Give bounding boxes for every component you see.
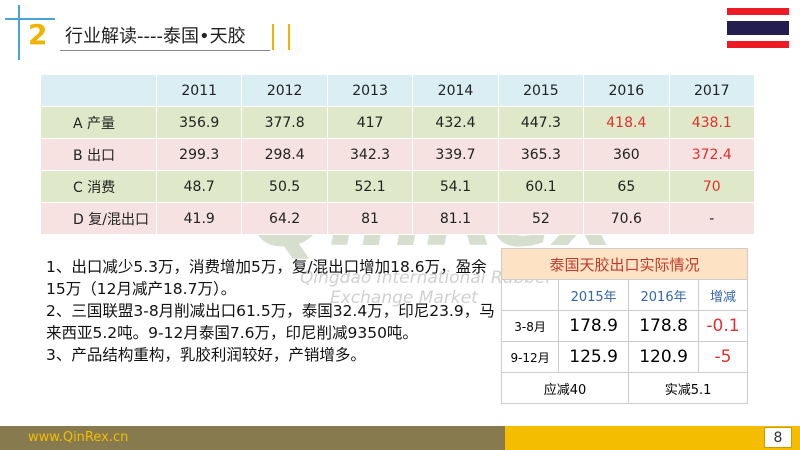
- footer-url: www.QinRex.cn: [28, 430, 129, 445]
- accent-hline: [5, 18, 55, 20]
- notes: 1、出口减少5.3万，消费增加5万，复/混出口增加18.6万，盈余15万（12月…: [46, 256, 496, 366]
- cell: 泰国天胶出口实际情况: [501, 248, 748, 280]
- cell: 70: [668, 170, 756, 203]
- cell: 432.4: [412, 106, 499, 139]
- cell: 50.5: [241, 170, 328, 203]
- row: D 复/混出口 41.9 64.2 81 81.1 52 70.6-: [40, 202, 756, 235]
- cell: B 出口: [40, 138, 157, 171]
- cell: 2014: [412, 74, 499, 107]
- cell: 2017: [668, 74, 756, 107]
- cell: 实减5.1: [628, 372, 748, 404]
- cell: 417: [326, 106, 414, 139]
- cell: 增减: [698, 279, 748, 311]
- cell: [40, 74, 157, 107]
- cell: 365.3: [497, 138, 585, 171]
- row: 9-12月 125.9 120.9 -5: [500, 341, 748, 373]
- side-table: 泰国天胶出口实际情况 2015年 2016年 增减 3-8月 178.9 178.8 -0…: [500, 248, 748, 404]
- cell: [500, 279, 560, 311]
- row: 应减40 实减5.1: [500, 372, 748, 404]
- cell: 298.4: [241, 138, 328, 171]
- cell: 2016: [583, 74, 670, 107]
- cell: 360: [583, 138, 670, 171]
- watermark-line: Qingdao International Rubber: [300, 268, 553, 288]
- cell: 299.3: [155, 138, 243, 171]
- cell: 120.9: [628, 341, 700, 373]
- cell: 447.3: [497, 106, 585, 139]
- flag-stripe: [727, 21, 789, 35]
- note: 1、出口减少5.3万，消费增加5万，复/混出口增加18.6万，盈余15万（12月…: [46, 258, 487, 298]
- cell: D 复/混出口: [40, 202, 157, 235]
- cell: -: [668, 202, 756, 235]
- page-number: 8: [764, 427, 792, 448]
- note: 2、三国联盟3-8月削减出口61.5万，泰国32.4万，印尼23.9，马来西亚5…: [46, 302, 495, 342]
- cell: 52.1: [326, 170, 414, 203]
- cell: -5: [698, 341, 748, 373]
- note: 3、产品结构重构，乳胶利润较好，产销增多。: [46, 346, 366, 364]
- cell: -0.1: [698, 310, 748, 342]
- cell: 2012: [241, 74, 328, 107]
- cell: 418.4: [583, 106, 670, 139]
- cell: 81.1: [412, 202, 499, 235]
- cell: 2015: [497, 74, 585, 107]
- cell: 54.1: [412, 170, 499, 203]
- cell: 60.1: [497, 170, 585, 203]
- row: C 消费 48.7 50.5 52.1 54.1 60.1 65 70: [40, 170, 756, 203]
- cell: 178.9: [558, 310, 630, 342]
- cell: 3-8月: [500, 310, 560, 342]
- cell: 65: [583, 170, 670, 203]
- cell: 48.7: [155, 170, 243, 203]
- cell: 356.9: [155, 106, 243, 139]
- cell: 64.2: [241, 202, 328, 235]
- cell: 70.6: [583, 202, 670, 235]
- cell: 377.8: [241, 106, 328, 139]
- cell: 2015年: [558, 279, 630, 311]
- row: A 产量 356.9 377.8 417 432.4 447.3 418.4 438.1: [40, 106, 756, 139]
- row: 2015年 2016年 增减: [500, 279, 748, 311]
- footer-accent: [505, 426, 800, 450]
- cell: 52: [497, 202, 585, 235]
- title-bars: [272, 24, 290, 50]
- thai-flag: [727, 8, 789, 48]
- title-underline: [60, 50, 270, 51]
- cell: 2011: [155, 74, 243, 107]
- cell: 2013: [326, 74, 414, 107]
- cell: 2016年: [628, 279, 700, 311]
- accent-vline: [18, 5, 20, 60]
- cell: C 消费: [40, 170, 157, 203]
- cell: 9-12月: [500, 341, 560, 373]
- cell: 81: [326, 202, 414, 235]
- cell: 342.3: [326, 138, 414, 171]
- row: 泰国天胶出口实际情况: [501, 248, 748, 280]
- cell: 438.1: [668, 106, 756, 139]
- cell: A 产量: [40, 106, 157, 139]
- cell: 41.9: [155, 202, 243, 235]
- cell: 应减40: [500, 372, 630, 404]
- title: 行业解读----泰国•天胶: [65, 26, 246, 47]
- row: B 出口 299.3 298.4 342.3 339.7 365.3 360 372.4: [40, 138, 756, 171]
- cell: 372.4: [668, 138, 756, 171]
- watermark-line: Exchange Market: [330, 288, 478, 308]
- cell: 125.9: [558, 341, 630, 373]
- data-table: 2011 2012 2013 2014 2015 2016 2017 A 产量 356.9 37…: [40, 74, 756, 235]
- cell: 339.7: [412, 138, 499, 171]
- section-number: 2: [28, 18, 48, 51]
- row: 3-8月 178.9 178.8 -0.1: [500, 310, 748, 342]
- row: 2011 2012 2013 2014 2015 2016 2017: [40, 74, 756, 107]
- cell: 178.8: [628, 310, 700, 342]
